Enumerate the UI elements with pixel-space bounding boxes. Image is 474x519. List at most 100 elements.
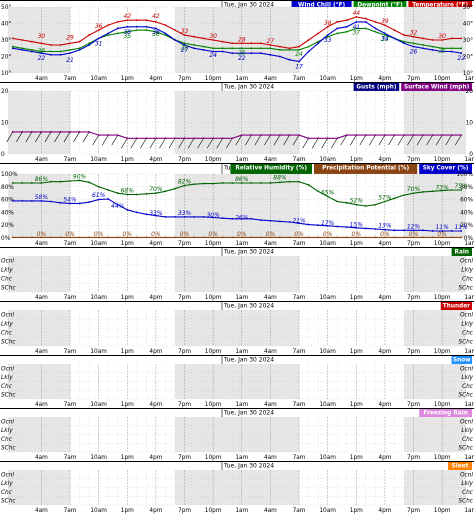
windchill-data-label: 22 <box>238 55 246 62</box>
sky-data-label: 54% <box>63 196 77 203</box>
wind-barb <box>254 134 262 146</box>
thunder-time-label: 1pm <box>350 349 363 355</box>
temp-windchill-point <box>50 53 52 56</box>
snow-time-label: 7am <box>64 402 77 408</box>
temp-windchill-point <box>154 27 157 30</box>
pop-data-label: 0% <box>151 231 161 238</box>
sky-data-label: 11% <box>455 224 469 231</box>
rh-time-label: 1am <box>464 241 474 247</box>
rh-precip-potential-point <box>307 236 310 239</box>
rh-sky-cover-point <box>326 224 329 227</box>
rh-sky-cover-point <box>460 230 463 232</box>
rh-precip-potential-point <box>164 236 167 239</box>
temp-ytick-label-right: 10° <box>463 71 473 77</box>
rh-sky-cover-point <box>78 202 81 205</box>
wind-barb <box>283 134 290 146</box>
wind-surface-wind-point <box>50 131 52 133</box>
rh-precip-potential-point <box>288 236 291 239</box>
temp-dewpoint-point <box>412 42 415 45</box>
wind-surface-wind-point <box>374 134 377 137</box>
temp-windchill-point <box>30 50 33 53</box>
rh-time-label: 7pm <box>178 241 191 247</box>
wind-ytick-label: 20 <box>1 89 9 95</box>
freezing-level-label: Lkly <box>1 428 13 434</box>
temp-time-label: 4pm <box>149 76 162 82</box>
temp-temperature-point <box>126 19 129 22</box>
rh-precip-potential-point <box>355 236 358 239</box>
temp-windchill-point <box>412 45 415 48</box>
sleet-time-label: 4am <box>264 508 277 514</box>
wind-surface-wind-point <box>231 137 234 140</box>
rh-sky-cover-point <box>21 199 24 202</box>
rh-night-band <box>174 174 300 238</box>
rh-precip-potential-point <box>50 236 52 239</box>
rh-sky-cover-line <box>12 198 462 232</box>
freezing-level-label-right: SChc <box>458 446 473 452</box>
rh-sky-cover-point <box>288 221 291 223</box>
temp-temperature-point <box>164 24 167 27</box>
rh-data-label: 88% <box>273 175 287 182</box>
rh-sky-cover-point <box>164 215 167 218</box>
temp-data-label: 42 <box>123 13 131 20</box>
temp-data-label: 44 <box>352 10 360 17</box>
temp-legend-badge <box>408 1 472 7</box>
rh-ytick-label: 0% <box>1 236 11 242</box>
windchill-data-label: 27 <box>181 47 189 54</box>
windchill-data-label: 17 <box>295 63 303 70</box>
rh-relative-humidity-point <box>202 182 205 185</box>
rh-precip-potential-point <box>107 236 110 239</box>
wind-barb <box>44 131 52 143</box>
pop-data-label: 0% <box>409 231 419 238</box>
rain-time-label: 1pm <box>121 295 134 301</box>
rain-time-label: 4am <box>264 295 277 301</box>
rh-relative-humidity-line <box>12 179 462 207</box>
temp-dewpoint-point <box>326 35 329 38</box>
wind-barb <box>397 134 405 146</box>
sleet-level-label-right: Ocnl <box>460 472 473 478</box>
rh-relative-humidity-point <box>412 192 415 195</box>
rh-precip-potential-point <box>393 236 396 239</box>
dewpoint-data-label: 26 <box>438 48 446 55</box>
temp-dewpoint-point <box>317 40 320 43</box>
wind-barb <box>235 134 243 146</box>
temp-dewpoint-point <box>154 30 157 33</box>
windchill-data-label: 24 <box>209 52 217 59</box>
wind-barb <box>369 134 376 146</box>
dewpoint-data-label: 25 <box>238 49 246 56</box>
temp-dewpoint-point <box>307 45 310 48</box>
sleet-time-label: 10am <box>319 508 336 514</box>
rh-relative-humidity-point <box>174 187 176 190</box>
rh-sky-cover-point <box>345 226 348 229</box>
sky-data-label: 33% <box>178 210 192 217</box>
rh-precip-potential-point <box>298 236 300 239</box>
rh-sky-cover-point <box>145 213 148 216</box>
wind-barb <box>416 134 424 146</box>
temp-dewpoint-point <box>345 30 348 33</box>
pop-data-label: 0% <box>123 231 133 238</box>
wind-barb <box>6 131 14 143</box>
rh-relative-humidity-point <box>221 182 224 184</box>
wind-surface-wind-point <box>40 131 43 133</box>
thunder-time-label: 10pm <box>205 349 222 355</box>
rh-precip-potential-point <box>403 236 405 239</box>
wind-time-label: 10am <box>319 157 336 163</box>
rh-precip-potential-point <box>431 236 434 239</box>
pop-data-label: 0% <box>37 231 47 238</box>
temp-windchill-point <box>40 52 43 55</box>
temp-time-label: 7pm <box>178 76 191 82</box>
rh-relative-humidity-point <box>40 182 43 184</box>
pop-data-label: 0% <box>380 231 390 238</box>
rh-precip-potential-point <box>202 236 205 239</box>
wind-surface-wind-point <box>240 134 243 137</box>
thunder-level-label: Chc <box>1 331 13 337</box>
windchill-data-label: 34 <box>381 35 389 42</box>
thunder-time-label: 7am <box>293 349 306 355</box>
rh-sky-cover-point <box>383 228 386 231</box>
wind-barb <box>111 134 118 146</box>
temp-time-label: 1pm <box>350 76 363 82</box>
rh-precip-potential-point <box>116 236 119 239</box>
thunder-time-label: 4pm <box>149 349 162 355</box>
temp-dewpoint-point <box>212 47 215 50</box>
pop-data-label: 0% <box>437 231 447 238</box>
wind-surface-wind-point <box>393 134 396 137</box>
